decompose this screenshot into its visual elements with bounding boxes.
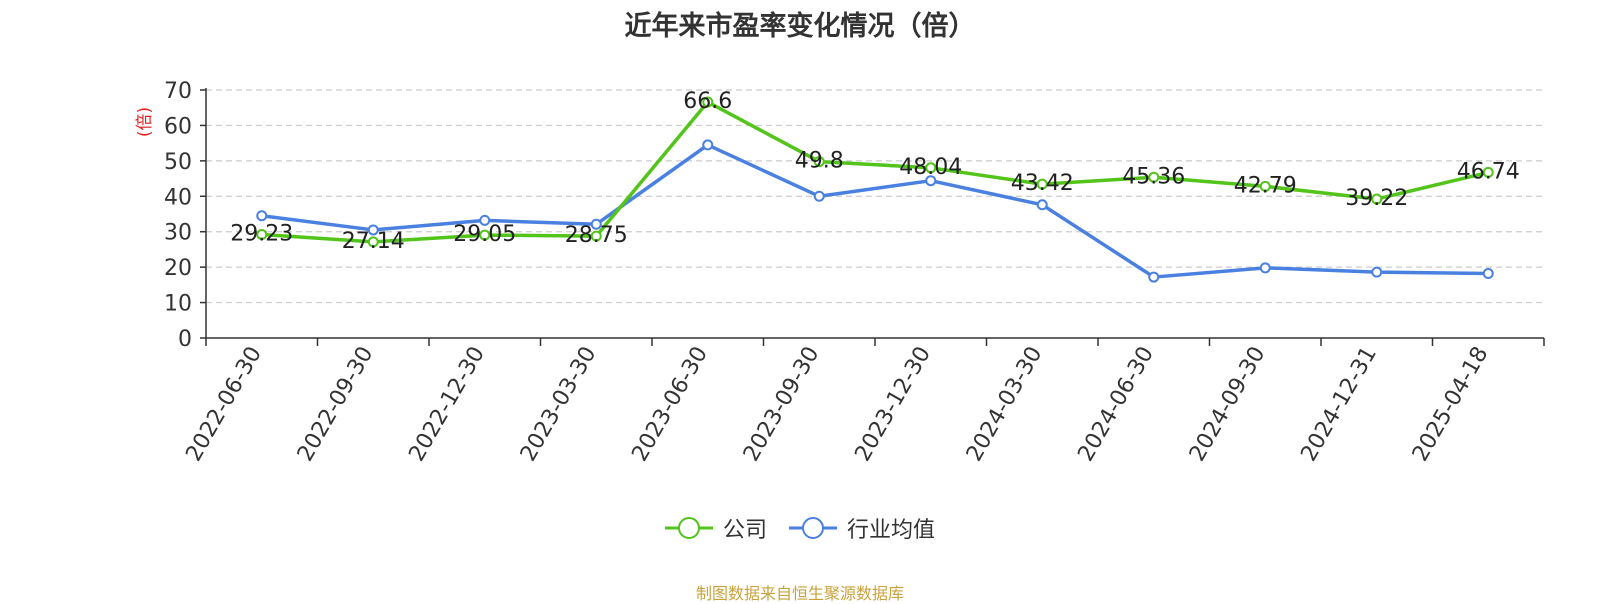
y-tick-label: 50 xyxy=(164,150,192,175)
data-point-company xyxy=(1482,166,1494,178)
x-tick-label: 2024-06-30 xyxy=(1073,343,1159,466)
data-point-company xyxy=(1036,178,1048,190)
data-label: 29.23 xyxy=(230,221,293,246)
data-point-industry-average xyxy=(256,210,268,222)
data-point-company xyxy=(590,230,602,242)
data-point-industry-average xyxy=(367,224,379,236)
data-point-industry-average xyxy=(813,190,825,202)
data-point-company xyxy=(479,229,491,241)
x-tick-label: 2022-09-30 xyxy=(293,343,379,466)
data-label: 39.22 xyxy=(1345,186,1408,211)
data-label: 45.36 xyxy=(1122,164,1185,189)
x-tick-label: 2024-03-30 xyxy=(962,343,1048,466)
data-point-industry-average xyxy=(479,214,491,226)
series-line-company xyxy=(261,100,1489,244)
legend-item-industry-average[interactable]: 行业均值 xyxy=(789,512,935,544)
legend-marker-industry-average xyxy=(789,517,837,539)
data-point-industry-average xyxy=(1482,268,1494,280)
data-point-industry-average xyxy=(702,139,714,151)
data-label: 28.75 xyxy=(565,223,628,248)
x-tick-label: 2023-12-30 xyxy=(850,343,936,466)
data-point-industry-average xyxy=(1148,271,1160,283)
y-tick-label: 0 xyxy=(178,327,192,352)
data-label: 27.14 xyxy=(342,229,405,254)
data-point-company xyxy=(702,96,714,108)
data-point-company xyxy=(925,162,937,174)
x-tick-label: 2024-12-31 xyxy=(1296,343,1382,466)
data-point-company xyxy=(1259,180,1271,192)
data-label: 29.05 xyxy=(453,222,516,247)
data-point-company xyxy=(813,156,825,168)
chart-title: 近年来市盈率变化情况（倍） xyxy=(624,11,976,42)
data-point-industry-average xyxy=(925,175,937,187)
data-point-company xyxy=(1148,171,1160,183)
x-tick-label: 2023-06-30 xyxy=(627,343,713,466)
y-tick-label: 70 xyxy=(164,79,192,104)
data-point-industry-average xyxy=(590,218,602,230)
data-labels: 29.23 27.14 29.05 28.75 66.6 49.8 48.04 43.42 45… xyxy=(230,89,1519,254)
y-tick-label: 10 xyxy=(164,292,192,317)
data-point-industry-average xyxy=(1259,262,1271,274)
axes: 0 10 20 30 40 50 60 70 2022-06-30 2022-09-30 2022-… xyxy=(164,79,1545,466)
data-label: 49.8 xyxy=(795,149,844,174)
legend: 公司 行业均值 xyxy=(0,512,1600,544)
x-tick-label: 2023-09-30 xyxy=(739,343,825,466)
y-tick-label: 60 xyxy=(164,114,192,139)
legend-label-industry-average: 行业均值 xyxy=(847,518,936,543)
data-label: 43.42 xyxy=(1011,171,1074,196)
series-line-industry-average xyxy=(261,143,1489,279)
x-tick-label: 2025-04-18 xyxy=(1408,343,1494,466)
series xyxy=(256,96,1494,283)
legend-label-company: 公司 xyxy=(722,518,767,543)
y-tick-label: 30 xyxy=(164,221,192,246)
y-tick-label: 20 xyxy=(164,256,192,281)
data-label: 66.6 xyxy=(683,89,732,114)
data-label: 42.79 xyxy=(1234,173,1297,198)
x-tick-label: 2023-03-30 xyxy=(516,343,602,466)
data-label: 48.04 xyxy=(899,155,962,180)
x-tick-label: 2024-09-30 xyxy=(1185,343,1271,466)
data-label: 46.74 xyxy=(1457,159,1520,184)
x-tick-label: 2022-12-30 xyxy=(404,343,490,466)
x-tick-label: 2022-06-30 xyxy=(181,343,267,466)
data-point-company xyxy=(256,228,268,240)
source-note: 制图数据来自恒生聚源数据库 xyxy=(695,584,904,603)
legend-item-company[interactable]: 公司 xyxy=(664,512,767,544)
data-point-industry-average xyxy=(1371,266,1383,278)
y-tick-label: 40 xyxy=(164,185,192,210)
data-point-company xyxy=(367,236,379,248)
data-point-company xyxy=(1371,193,1383,205)
gridlines xyxy=(206,89,1544,304)
y-axis-label: (倍) xyxy=(135,107,155,137)
data-point-industry-average xyxy=(1036,199,1048,211)
legend-marker-company xyxy=(664,517,713,539)
